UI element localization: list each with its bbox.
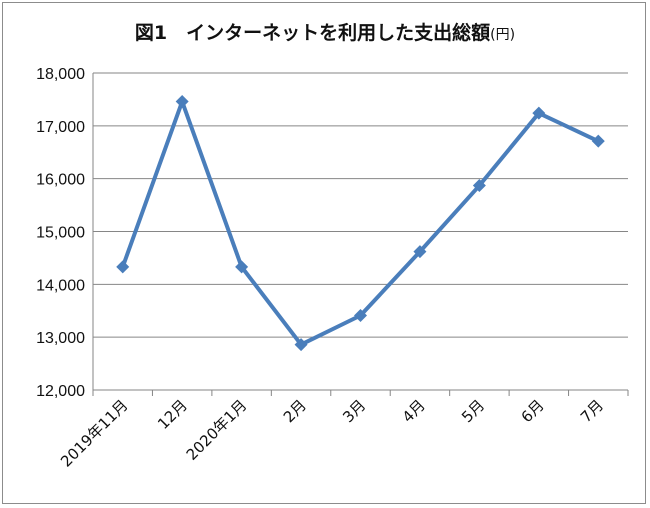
- data-point: [175, 95, 189, 109]
- series-line: [120, 99, 601, 347]
- chart-unit-label: (円): [490, 27, 516, 43]
- y-tick-label: 16,000: [36, 172, 85, 189]
- data-point: [472, 179, 486, 193]
- x-tick-label: 2月: [280, 396, 310, 426]
- x-tick-label: 2019年11月: [57, 396, 131, 470]
- data-point: [235, 260, 249, 274]
- data-point: [294, 338, 308, 352]
- data-point: [413, 245, 427, 259]
- x-tick-label: 2020年1月: [183, 396, 251, 464]
- chart-title-text: 図1 インターネットを利用した支出総額: [134, 22, 491, 44]
- chart-title: 図1 インターネットを利用した支出総額(円): [0, 18, 650, 45]
- x-tick-label: 12月: [154, 396, 191, 433]
- x-tick-label: 4月: [399, 396, 429, 426]
- data-point: [116, 260, 130, 274]
- y-tick-label: 15,000: [36, 225, 85, 242]
- y-tick-label: 18,000: [36, 66, 85, 83]
- chart-frame: [2, 2, 646, 504]
- y-tick-label: 12,000: [36, 383, 85, 400]
- y-tick-label: 14,000: [36, 277, 85, 294]
- y-tick-label: 17,000: [36, 119, 85, 136]
- x-tick-label: 5月: [458, 396, 488, 426]
- data-point: [532, 106, 546, 120]
- data-point: [354, 309, 367, 323]
- y-tick-label: 13,000: [36, 330, 85, 347]
- x-tick-label: 3月: [339, 396, 369, 426]
- data-point: [591, 134, 605, 148]
- x-tick-label: 7月: [577, 396, 607, 426]
- x-tick-label: 6月: [518, 396, 548, 426]
